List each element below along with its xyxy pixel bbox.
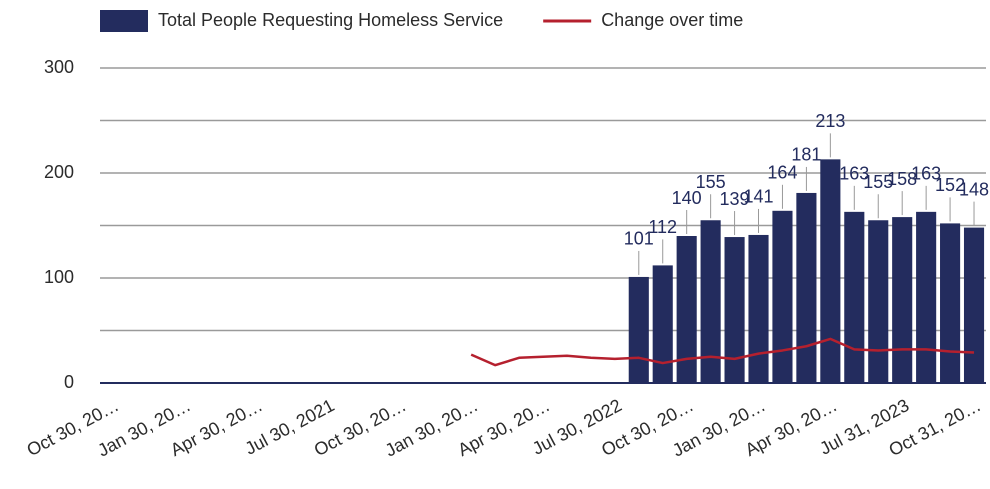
bar — [652, 265, 673, 383]
bar — [916, 211, 937, 383]
data-label: 163 — [911, 164, 941, 184]
data-label: 141 — [743, 187, 773, 207]
bar — [676, 236, 697, 383]
data-label: 181 — [791, 145, 821, 165]
data-label: 164 — [767, 163, 797, 183]
data-label: 139 — [720, 189, 750, 209]
data-label: 155 — [863, 172, 893, 192]
y-tick-label: 100 — [44, 267, 74, 287]
data-label: 152 — [935, 175, 965, 195]
data-label: 112 — [648, 217, 677, 237]
bar — [796, 192, 817, 383]
y-tick-label: 200 — [44, 162, 74, 182]
bar — [724, 237, 745, 383]
data-label: 148 — [959, 179, 989, 199]
bar — [748, 234, 769, 383]
bar — [700, 220, 721, 383]
data-label: 213 — [815, 111, 845, 131]
bar — [820, 159, 841, 383]
data-label: 163 — [839, 164, 869, 184]
bar — [844, 211, 865, 383]
bar — [772, 210, 793, 383]
data-label: 155 — [696, 172, 726, 192]
legend-swatch — [100, 10, 148, 32]
data-label: 158 — [887, 169, 917, 189]
bar — [868, 220, 889, 383]
line — [470, 337, 975, 367]
legend-label: Total People Requesting Homeless Service — [158, 10, 503, 30]
bar — [628, 276, 649, 383]
y-tick-label: 300 — [44, 57, 74, 77]
data-label: 101 — [624, 229, 654, 249]
bar — [940, 223, 961, 383]
bar — [892, 217, 913, 383]
data-label: 140 — [672, 188, 702, 208]
y-tick-label: 0 — [64, 372, 74, 392]
bar — [963, 227, 985, 383]
legend-label: Change over time — [601, 10, 743, 30]
